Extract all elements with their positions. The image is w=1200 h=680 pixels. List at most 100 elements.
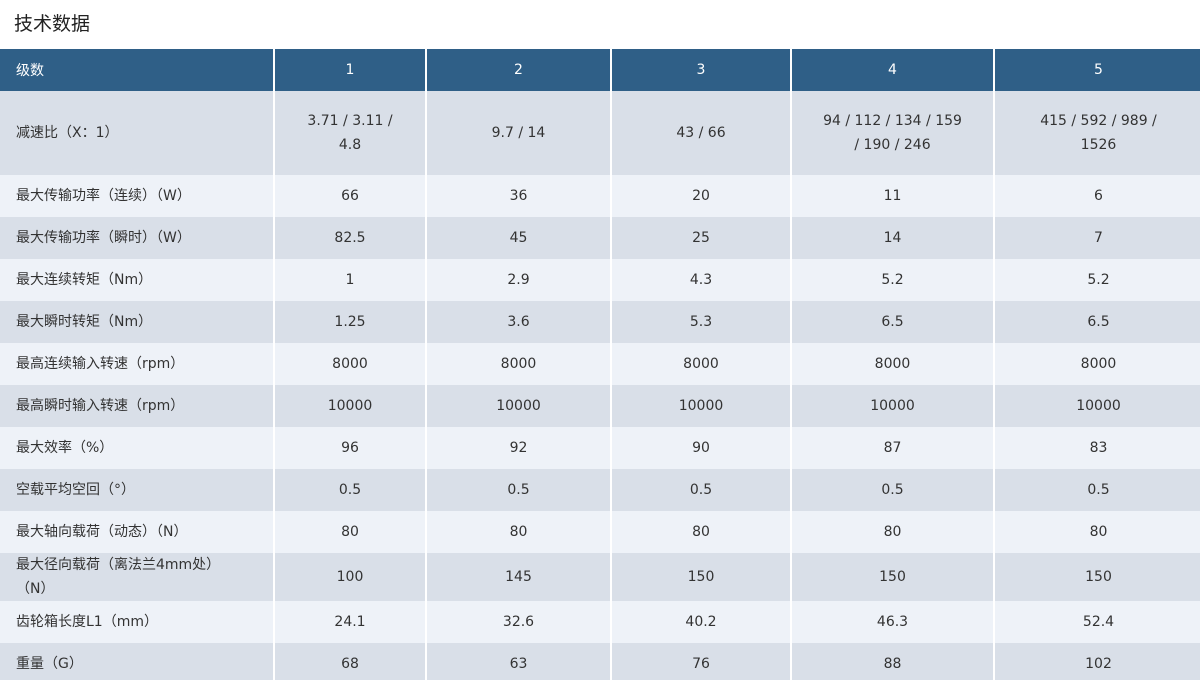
cell: 9.7 / 14 (427, 91, 610, 175)
cell: 46.3 (792, 601, 993, 643)
cell: 415 / 592 / 989 / 1526 (995, 91, 1200, 175)
header-row: 级数 1 2 3 4 5 (0, 49, 1200, 91)
cell: 150 (612, 553, 790, 601)
cell: 5.2 (995, 259, 1200, 301)
cell: 7 (995, 217, 1200, 259)
cell: 3.71 / 3.11 / 4.8 (275, 91, 425, 175)
cell: 88 (792, 643, 993, 680)
row-label: 空载平均空回（°） (0, 469, 273, 511)
cell: 2.9 (427, 259, 610, 301)
table-row: 重量（G） 68 63 76 88 102 (0, 643, 1200, 680)
cell: 0.5 (612, 469, 790, 511)
spec-table: 级数 1 2 3 4 5 减速比（X：1） 3.71 / 3.11 / 4.8 9.7 / 1… (0, 49, 1200, 680)
cell: 5.2 (792, 259, 993, 301)
header-cell: 4 (792, 49, 993, 91)
row-label: 最大瞬时转矩（Nm） (0, 301, 273, 343)
cell: 52.4 (995, 601, 1200, 643)
row-label: 最大轴向载荷（动态）（N） (0, 511, 273, 553)
cell: 94 / 112 / 134 / 159 / 190 / 246 (792, 91, 993, 175)
row-label: 最大效率（%） (0, 427, 273, 469)
table-row: 空载平均空回（°） 0.5 0.5 0.5 0.5 0.5 (0, 469, 1200, 511)
table-body: 减速比（X：1） 3.71 / 3.11 / 4.8 9.7 / 14 43 / 66… (0, 91, 1200, 680)
cell: 24.1 (275, 601, 425, 643)
row-label: 最大传输功率（瞬时）（W） (0, 217, 273, 259)
cell: 80 (275, 511, 425, 553)
table-row: 最高连续输入转速（rpm） 8000 8000 8000 8000 8000 (0, 343, 1200, 385)
cell: 0.5 (792, 469, 993, 511)
cell: 0.5 (995, 469, 1200, 511)
cell: 25 (612, 217, 790, 259)
cell: 8000 (427, 343, 610, 385)
cell: 10000 (792, 385, 993, 427)
row-label: 最高连续输入转速（rpm） (0, 343, 273, 385)
cell: 8000 (612, 343, 790, 385)
header-cell: 2 (427, 49, 610, 91)
table-row: 减速比（X：1） 3.71 / 3.11 / 4.8 9.7 / 14 43 / 66… (0, 91, 1200, 175)
row-label: 最大传输功率（连续）（W） (0, 175, 273, 217)
row-label: 减速比（X：1） (0, 91, 273, 175)
table-row: 最大轴向载荷（动态）（N） 80 80 80 80 80 (0, 511, 1200, 553)
cell: 10000 (427, 385, 610, 427)
cell: 87 (792, 427, 993, 469)
header-cell: 1 (275, 49, 425, 91)
table-row: 齿轮箱长度L1（mm） 24.1 32.6 40.2 46.3 52.4 (0, 601, 1200, 643)
table-row: 最大径向载荷（离法兰4mm处）（N） 100 145 150 150 150 (0, 553, 1200, 601)
cell: 90 (612, 427, 790, 469)
row-label: 重量（G） (0, 643, 273, 680)
cell: 45 (427, 217, 610, 259)
cell: 32.6 (427, 601, 610, 643)
cell: 102 (995, 643, 1200, 680)
cell: 8000 (792, 343, 993, 385)
header-cell: 3 (612, 49, 790, 91)
cell: 96 (275, 427, 425, 469)
header-cell: 级数 (0, 49, 273, 91)
table-row: 最大连续转矩（Nm） 1 2.9 4.3 5.2 5.2 (0, 259, 1200, 301)
cell: 68 (275, 643, 425, 680)
cell: 0.5 (427, 469, 610, 511)
cell: 150 (792, 553, 993, 601)
table-row: 最大效率（%） 96 92 90 87 83 (0, 427, 1200, 469)
cell: 5.3 (612, 301, 790, 343)
cell: 145 (427, 553, 610, 601)
row-label: 最高瞬时输入转速（rpm） (0, 385, 273, 427)
cell: 80 (612, 511, 790, 553)
cell: 92 (427, 427, 610, 469)
row-label: 齿轮箱长度L1（mm） (0, 601, 273, 643)
cell: 80 (792, 511, 993, 553)
cell: 14 (792, 217, 993, 259)
cell: 43 / 66 (612, 91, 790, 175)
cell: 20 (612, 175, 790, 217)
cell: 8000 (275, 343, 425, 385)
cell: 10000 (995, 385, 1200, 427)
cell: 83 (995, 427, 1200, 469)
cell: 0.5 (275, 469, 425, 511)
cell: 3.6 (427, 301, 610, 343)
cell: 63 (427, 643, 610, 680)
cell: 8000 (995, 343, 1200, 385)
cell: 4.3 (612, 259, 790, 301)
cell: 40.2 (612, 601, 790, 643)
cell: 11 (792, 175, 993, 217)
table-row: 最大传输功率（连续）（W） 66 36 20 11 6 (0, 175, 1200, 217)
cell: 6.5 (995, 301, 1200, 343)
cell: 10000 (612, 385, 790, 427)
table-row: 最大瞬时转矩（Nm） 1.25 3.6 5.3 6.5 6.5 (0, 301, 1200, 343)
cell: 1.25 (275, 301, 425, 343)
cell: 82.5 (275, 217, 425, 259)
cell: 6 (995, 175, 1200, 217)
header-cell: 5 (995, 49, 1200, 91)
cell: 80 (995, 511, 1200, 553)
page-title: 技术数据 (14, 13, 91, 35)
cell: 80 (427, 511, 610, 553)
cell: 6.5 (792, 301, 993, 343)
cell: 66 (275, 175, 425, 217)
cell: 36 (427, 175, 610, 217)
cell: 100 (275, 553, 425, 601)
row-label: 最大径向载荷（离法兰4mm处）（N） (0, 553, 273, 601)
table-row: 最高瞬时输入转速（rpm） 10000 10000 10000 10000 10000 (0, 385, 1200, 427)
table-row: 最大传输功率（瞬时）（W） 82.5 45 25 14 7 (0, 217, 1200, 259)
row-label: 最大连续转矩（Nm） (0, 259, 273, 301)
cell: 150 (995, 553, 1200, 601)
cell: 1 (275, 259, 425, 301)
